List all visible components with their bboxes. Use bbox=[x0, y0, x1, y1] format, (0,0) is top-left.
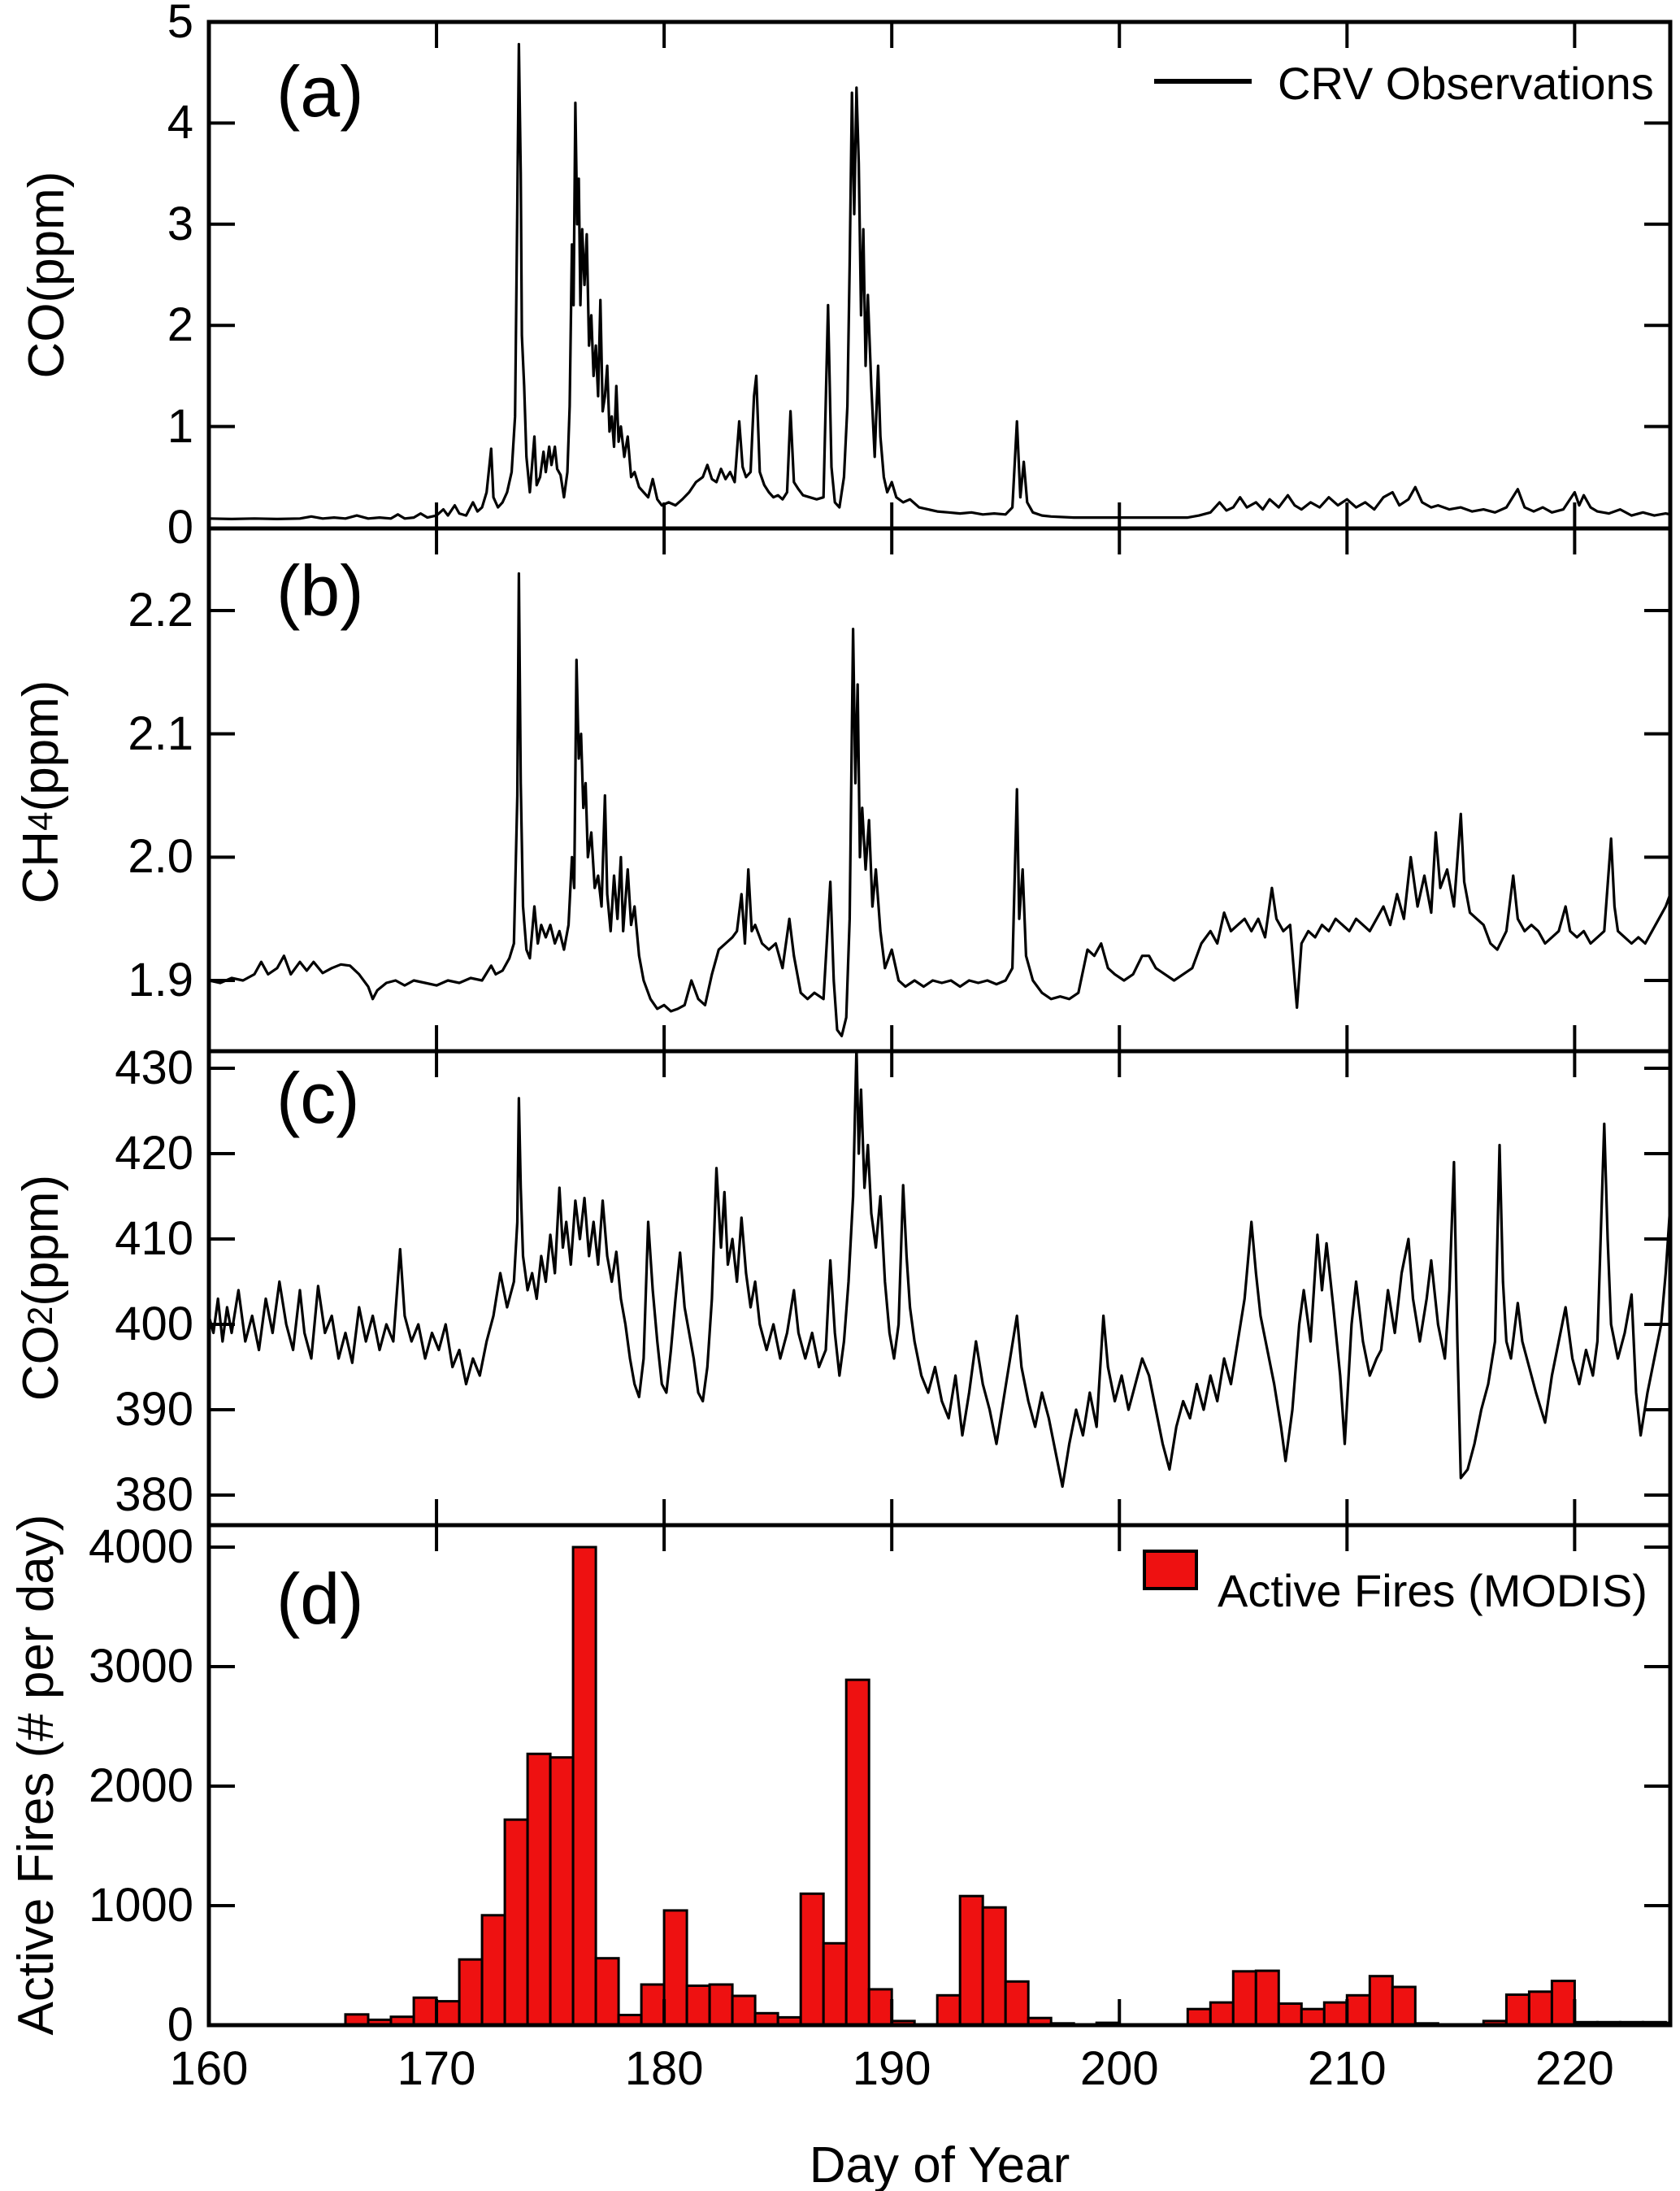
y-tick-label-b-2.1: 2.1 bbox=[128, 706, 193, 760]
panel-b-data bbox=[209, 572, 1670, 1037]
fire-bar-day-209 bbox=[1322, 2001, 1348, 2025]
fire-bar-day-217 bbox=[1504, 1993, 1530, 2025]
fire-bar-day-183 bbox=[731, 1994, 757, 2025]
fire-bar-day-192 bbox=[936, 1993, 962, 2025]
panel-c-title: (c) bbox=[276, 1058, 360, 1138]
fire-bar-day-172 bbox=[480, 1914, 506, 2025]
y-tick-label-c-380: 380 bbox=[115, 1468, 193, 1521]
panel-b-title: (b) bbox=[276, 550, 364, 631]
y-tick-label-d-4000: 4000 bbox=[88, 1520, 193, 1573]
panel-d-frame bbox=[206, 1523, 1673, 2028]
fire-bar-day-218 bbox=[1527, 1990, 1553, 2025]
x-axis-label: Day of Year bbox=[809, 2137, 1070, 2191]
panel-d-data bbox=[344, 1545, 1670, 2025]
fire-bar-day-186 bbox=[799, 1892, 825, 2025]
y-tick-label-a-1: 1 bbox=[167, 399, 193, 453]
legend-d-color-swatch bbox=[1143, 1550, 1198, 1590]
y-tick-label-d-0: 0 bbox=[167, 1998, 193, 2051]
x-tick-label-190: 190 bbox=[852, 2042, 931, 2095]
y-tick-label-d-1000: 1000 bbox=[88, 1879, 193, 1932]
fire-bar-day-212 bbox=[1391, 1985, 1417, 2025]
x-tick-label-210: 210 bbox=[1307, 2042, 1387, 2095]
fire-bar-day-177 bbox=[594, 1957, 620, 2025]
fire-bar-day-205 bbox=[1231, 1970, 1257, 2025]
fire-bar-day-175 bbox=[549, 1756, 575, 2025]
panel-c-data bbox=[209, 1051, 1670, 1489]
x-tick-label-160: 160 bbox=[169, 2042, 249, 2095]
y-tick-label-b-1.9: 1.9 bbox=[128, 954, 193, 1006]
fire-bar-day-194 bbox=[981, 1906, 1007, 2025]
y-tick-label-c-420: 420 bbox=[115, 1127, 193, 1180]
fire-bar-day-182 bbox=[708, 1983, 734, 2025]
legend-a-label: CRV Observations bbox=[1278, 58, 1654, 109]
legend-d-label: Active Fires (MODIS) bbox=[1218, 1565, 1647, 1616]
y-axis-label-text: 4 bbox=[21, 811, 59, 831]
fire-bar-day-211 bbox=[1368, 1975, 1394, 2025]
fire-bar-day-187 bbox=[822, 1941, 848, 2025]
fire-bar-day-181 bbox=[685, 1985, 711, 2025]
fire-bar-day-219 bbox=[1550, 1980, 1576, 2025]
series-c-crv-observations bbox=[209, 1051, 1670, 1489]
panel-d-title: (d) bbox=[276, 1558, 364, 1639]
fire-bar-day-207 bbox=[1277, 2002, 1303, 2025]
x-tick-label-180: 180 bbox=[624, 2042, 704, 2095]
panel-a-data bbox=[209, 42, 1670, 521]
series-a-crv-observations bbox=[209, 42, 1670, 521]
fire-bar-day-189 bbox=[867, 1988, 893, 2025]
panel-c-frame bbox=[206, 1049, 1673, 1528]
x-tick-label-220: 220 bbox=[1535, 2042, 1614, 2095]
y-tick-label-a-5: 5 bbox=[167, 0, 193, 48]
fire-bar-day-188 bbox=[844, 1678, 870, 2025]
x-tick-label-200: 200 bbox=[1079, 2042, 1159, 2095]
fire-bar-day-208 bbox=[1300, 2007, 1326, 2025]
fire-bar-day-171 bbox=[458, 1958, 484, 2025]
series-b-crv-observations bbox=[209, 572, 1670, 1037]
y-tick-label-b-2.2: 2.2 bbox=[128, 583, 193, 637]
y-tick-label-a-3: 3 bbox=[167, 197, 193, 250]
panel-a-title: (a) bbox=[276, 51, 364, 132]
fire-bar-day-170 bbox=[435, 2000, 461, 2025]
y-tick-label-b-2.0: 2.0 bbox=[128, 830, 193, 884]
fire-bar-day-179 bbox=[640, 1983, 666, 2025]
y-tick-label-a-0: 0 bbox=[167, 501, 193, 554]
y-tick-label-c-400: 400 bbox=[115, 1298, 193, 1350]
fire-bar-day-193 bbox=[958, 1894, 984, 2025]
y-tick-label-d-3000: 3000 bbox=[88, 1640, 193, 1693]
fire-bar-day-176 bbox=[571, 1545, 597, 2025]
fire-bar-day-173 bbox=[503, 1818, 529, 2025]
fire-bar-day-169 bbox=[412, 1996, 438, 2025]
y-tick-label-c-430: 430 bbox=[115, 1041, 193, 1094]
y-tick-label-d-2000: 2000 bbox=[88, 1759, 193, 1812]
y-tick-label-a-2: 2 bbox=[167, 298, 193, 352]
x-tick-label-170: 170 bbox=[397, 2042, 476, 2095]
y-tick-label-c-390: 390 bbox=[115, 1383, 193, 1436]
y-tick-label-c-410: 410 bbox=[115, 1212, 193, 1265]
y-tick-label-a-4: 4 bbox=[167, 96, 193, 150]
fire-bar-day-180 bbox=[662, 1909, 688, 2025]
fire-bar-day-174 bbox=[526, 1752, 552, 2025]
fire-bar-day-195 bbox=[1004, 1980, 1030, 2025]
fire-bar-day-206 bbox=[1254, 1969, 1280, 2025]
fire-bar-day-204 bbox=[1209, 2001, 1235, 2025]
fire-bar-day-210 bbox=[1345, 1993, 1371, 2025]
fire-bar-day-203 bbox=[1186, 2007, 1212, 2025]
panel-b-frame bbox=[206, 526, 1673, 1054]
